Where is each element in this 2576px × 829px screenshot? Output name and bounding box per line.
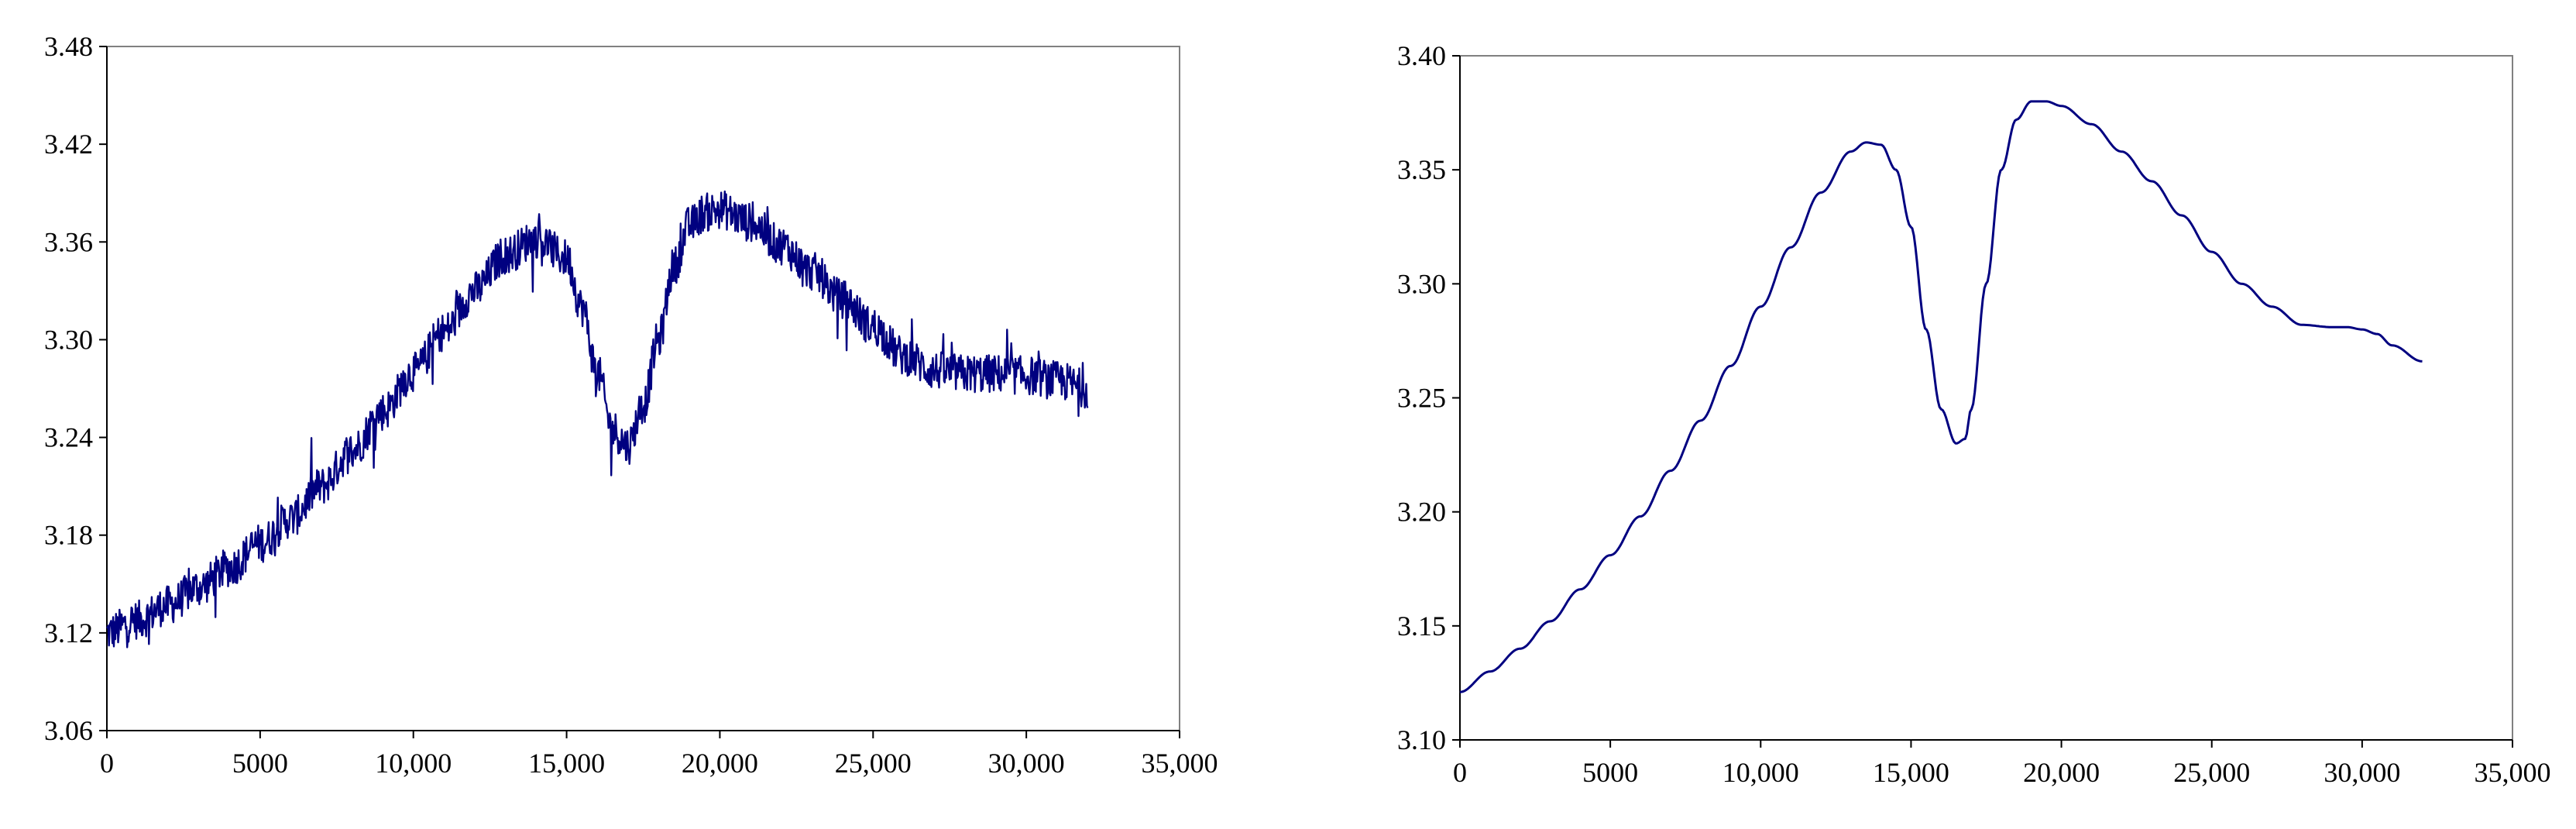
series-line	[1459, 100, 2423, 693]
x-tick-label: 20,000	[2023, 757, 2100, 788]
y-tick-label: 3.10	[1397, 724, 1446, 755]
y-tick-label: 3.35	[1397, 154, 1446, 185]
left-chart: 3.06 3.12 3.18 3.24 3.30 3.36 3.42 3.48 0 5000 10,…	[44, 31, 1218, 779]
x-tick-label: 15,000	[528, 748, 605, 779]
x-tick-label: 5000	[1582, 757, 1638, 788]
y-tick-label: 3.25	[1397, 383, 1446, 414]
y-tick-label: 3.36	[44, 226, 93, 257]
x-tick-label: 0	[100, 748, 114, 779]
x-tick-label: 35,000	[1142, 748, 1218, 779]
y-tick-label: 3.24	[44, 422, 93, 453]
y-tick-label: 3.06	[44, 715, 93, 746]
y-tick-label: 3.48	[44, 31, 93, 62]
right-chart: 3.10 3.15 3.20 3.25 3.30 3.35 3.40 0 5000 10,000 1…	[1397, 40, 2551, 788]
x-tick-label: 35,000	[2475, 757, 2551, 788]
x-tick-label: 25,000	[2173, 757, 2250, 788]
x-tick-label: 30,000	[988, 748, 1065, 779]
x-tick-label: 25,000	[835, 748, 912, 779]
x-tick-label: 5000	[232, 748, 288, 779]
x-tick-label: 10,000	[1722, 757, 1799, 788]
x-tick-label: 0	[1453, 757, 1467, 788]
y-tick-label: 3.30	[44, 324, 93, 355]
y-tick-label: 3.40	[1397, 40, 1446, 71]
y-tick-label: 3.12	[44, 617, 93, 648]
y-tick-label: 3.18	[44, 520, 93, 551]
x-tick-label: 20,000	[682, 748, 758, 779]
x-tick-label: 30,000	[2324, 757, 2400, 788]
y-tick-label: 3.20	[1397, 497, 1446, 528]
y-tick-label: 3.42	[44, 129, 93, 160]
plot-frame	[1459, 55, 2513, 741]
y-tick-label: 3.30	[1397, 268, 1446, 299]
x-tick-label: 10,000	[375, 748, 452, 779]
series-line	[106, 190, 1089, 648]
x-tick-label: 15,000	[1873, 757, 1949, 788]
plot-frame	[106, 46, 1180, 731]
y-tick-label: 3.15	[1397, 611, 1446, 642]
